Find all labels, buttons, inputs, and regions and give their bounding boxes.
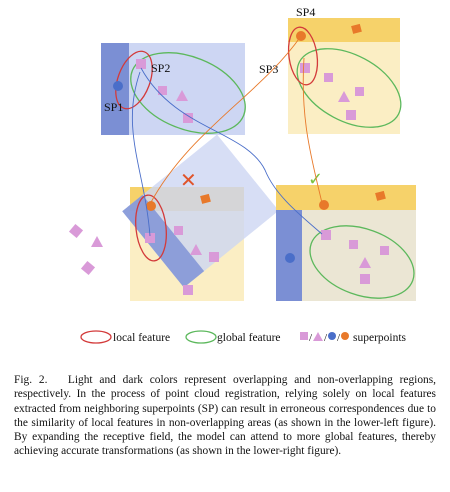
correspondence-line-right — [140, 67, 323, 235]
superpoint — [183, 285, 193, 295]
wrong-mark: ✕ — [180, 168, 197, 192]
global-feature-ellipse — [296, 48, 402, 128]
superpoint — [145, 233, 155, 243]
legend-global-swatch — [185, 330, 217, 344]
target-panel-top: SP4 SP3 — [259, 5, 402, 134]
superpoint — [321, 230, 331, 240]
label-sp4: SP4 — [296, 5, 315, 19]
correspondence-line-right — [302, 57, 323, 204]
superpoint-sp2 — [136, 59, 146, 69]
legend-sep-1: / — [309, 332, 313, 344]
superpoint — [146, 201, 156, 211]
legend-blue-circle-swatch — [328, 332, 336, 340]
legend-triangle-swatch — [313, 332, 323, 341]
superpoint — [346, 110, 356, 120]
wrong-registration-panel: ✕ — [68, 134, 279, 301]
superpoint — [68, 223, 84, 239]
local-feature-ellipse — [115, 50, 153, 110]
figure-caption: Fig. 2. Light and dark colors represent … — [14, 373, 436, 459]
superpoint — [183, 113, 193, 123]
superpoint — [319, 200, 329, 210]
correct-registration-panel: ✓ — [276, 169, 416, 301]
superpoint — [338, 91, 350, 102]
correspondence-lines — [131, 35, 323, 237]
label-sp3: SP3 — [259, 62, 278, 76]
superpoint — [360, 274, 370, 284]
global-feature-ellipse — [309, 225, 415, 299]
superpoint — [200, 193, 211, 204]
registration-diagram: SP1 SP2 SP4 SP3 ✕ — [68, 5, 416, 344]
correspondence-line-wrong — [131, 71, 151, 237]
superpoint — [91, 236, 103, 247]
legend-global-label: global feature — [217, 332, 281, 344]
correspondence-line-wrong — [149, 35, 302, 205]
legend-sep-2: / — [324, 332, 328, 344]
superpoint — [190, 244, 202, 255]
superpoint — [375, 190, 386, 201]
legend-local-swatch — [80, 330, 112, 344]
global-feature-ellipse — [130, 52, 246, 134]
superpoint — [80, 260, 96, 276]
misaligned-source-overlap — [122, 194, 205, 288]
legend: local feature global feature / / / super… — [80, 330, 407, 344]
superpoint — [285, 253, 295, 263]
superpoint — [158, 86, 167, 95]
superpoint — [324, 73, 333, 82]
superpoint — [359, 257, 371, 268]
caption-label: Fig. 2. — [14, 374, 48, 386]
source-non-overlap-region — [302, 210, 416, 301]
superpoint-sp1 — [113, 81, 123, 91]
legend-superpoints-label: superpoints — [353, 332, 407, 344]
local-feature-ellipse — [135, 194, 167, 262]
superpoint — [351, 23, 362, 34]
superpoint — [355, 87, 364, 96]
superpoint-sp3 — [300, 63, 310, 73]
caption-text: Light and dark colors represent overlapp… — [14, 374, 436, 458]
superpoint — [176, 90, 188, 101]
superpoint — [174, 226, 183, 235]
local-feature-ellipse — [287, 26, 319, 86]
label-sp1: SP1 — [104, 100, 123, 114]
superpoint — [349, 240, 358, 249]
source-panel-top: SP1 SP2 — [101, 43, 246, 135]
superpoint — [380, 246, 389, 255]
legend-sep-3: / — [337, 332, 341, 344]
overlap-region — [276, 185, 416, 210]
legend-square-swatch — [300, 332, 308, 340]
legend-local-label: local feature — [113, 332, 170, 344]
right-mark: ✓ — [308, 169, 323, 190]
label-sp2: SP2 — [151, 61, 170, 75]
superpoint — [209, 252, 219, 262]
legend-orange-circle-swatch — [341, 332, 349, 340]
